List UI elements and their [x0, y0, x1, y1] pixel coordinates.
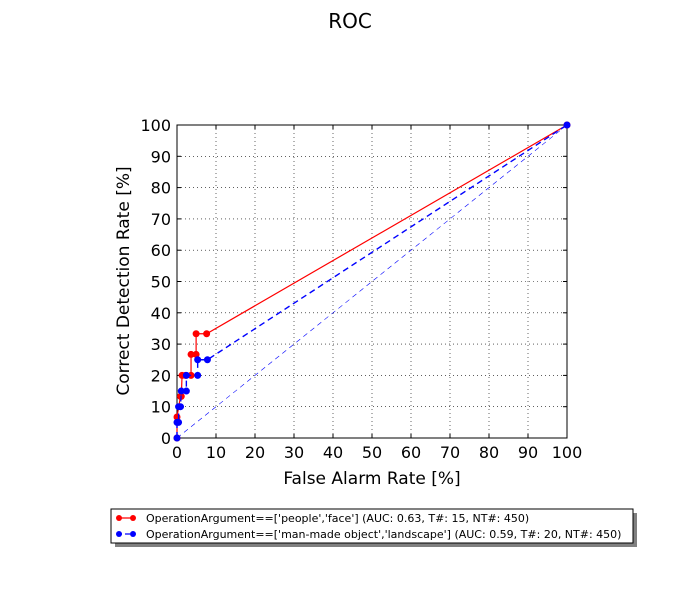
data-point — [175, 418, 183, 426]
y-tick-label: 50 — [151, 273, 171, 292]
x-tick-label: 70 — [440, 443, 460, 462]
data-point — [203, 330, 211, 338]
legend-marker — [116, 515, 122, 521]
y-axis-label: Correct Detection Rate [%] — [114, 166, 134, 395]
series-line — [176, 124, 568, 439]
x-tick-label: 40 — [323, 443, 343, 462]
legend-marker — [130, 515, 136, 521]
legend-entries: OperationArgument==['people','face'] (AU… — [116, 512, 621, 541]
y-tick-label: 0 — [161, 429, 171, 448]
axis-ticks: 0 10 20 30 40 50 60 70 80 90 100 0 10 20 30 40 50 60 70 80 9… — [140, 116, 582, 462]
data-point — [177, 403, 185, 411]
series-1 — [173, 121, 571, 442]
legend-marker — [130, 531, 136, 537]
data-series — [173, 121, 571, 442]
x-tick-label: 100 — [552, 443, 583, 462]
x-axis-label: False Alarm Rate [%] — [283, 469, 460, 489]
data-point — [203, 356, 211, 364]
legend-box — [110, 508, 634, 544]
data-point — [194, 371, 202, 379]
x-tick-label: 50 — [362, 443, 382, 462]
data-point — [192, 330, 200, 338]
y-tick-label: 10 — [151, 398, 171, 417]
x-tick-label: 20 — [245, 443, 265, 462]
series-2 — [176, 124, 568, 439]
y-tick-label: 70 — [151, 210, 171, 229]
data-point — [194, 356, 202, 364]
data-point — [182, 387, 190, 395]
y-tick-label: 60 — [151, 241, 171, 260]
data-point — [563, 121, 571, 129]
y-tick-label: 100 — [140, 116, 171, 135]
y-tick-label: 20 — [151, 366, 171, 385]
y-tick-label: 80 — [151, 179, 171, 198]
y-tick-label: 90 — [151, 147, 171, 166]
data-point — [182, 371, 190, 379]
y-tick-label: 30 — [151, 335, 171, 354]
x-tick-label: 60 — [401, 443, 421, 462]
legend-marker — [116, 531, 122, 537]
legend-label: OperationArgument==['people','face'] (AU… — [146, 512, 529, 525]
x-tick-label: 90 — [518, 443, 538, 462]
legend-label: OperationArgument==['man-made object','l… — [146, 528, 621, 541]
chart-title: ROC — [328, 9, 372, 33]
x-tick-label: 80 — [479, 443, 499, 462]
y-tick-label: 40 — [151, 304, 171, 323]
x-tick-label: 30 — [284, 443, 304, 462]
x-tick-label: 0 — [172, 443, 182, 462]
x-tick-label: 10 — [206, 443, 226, 462]
legend: OperationArgument==['people','face'] (AU… — [110, 508, 637, 547]
